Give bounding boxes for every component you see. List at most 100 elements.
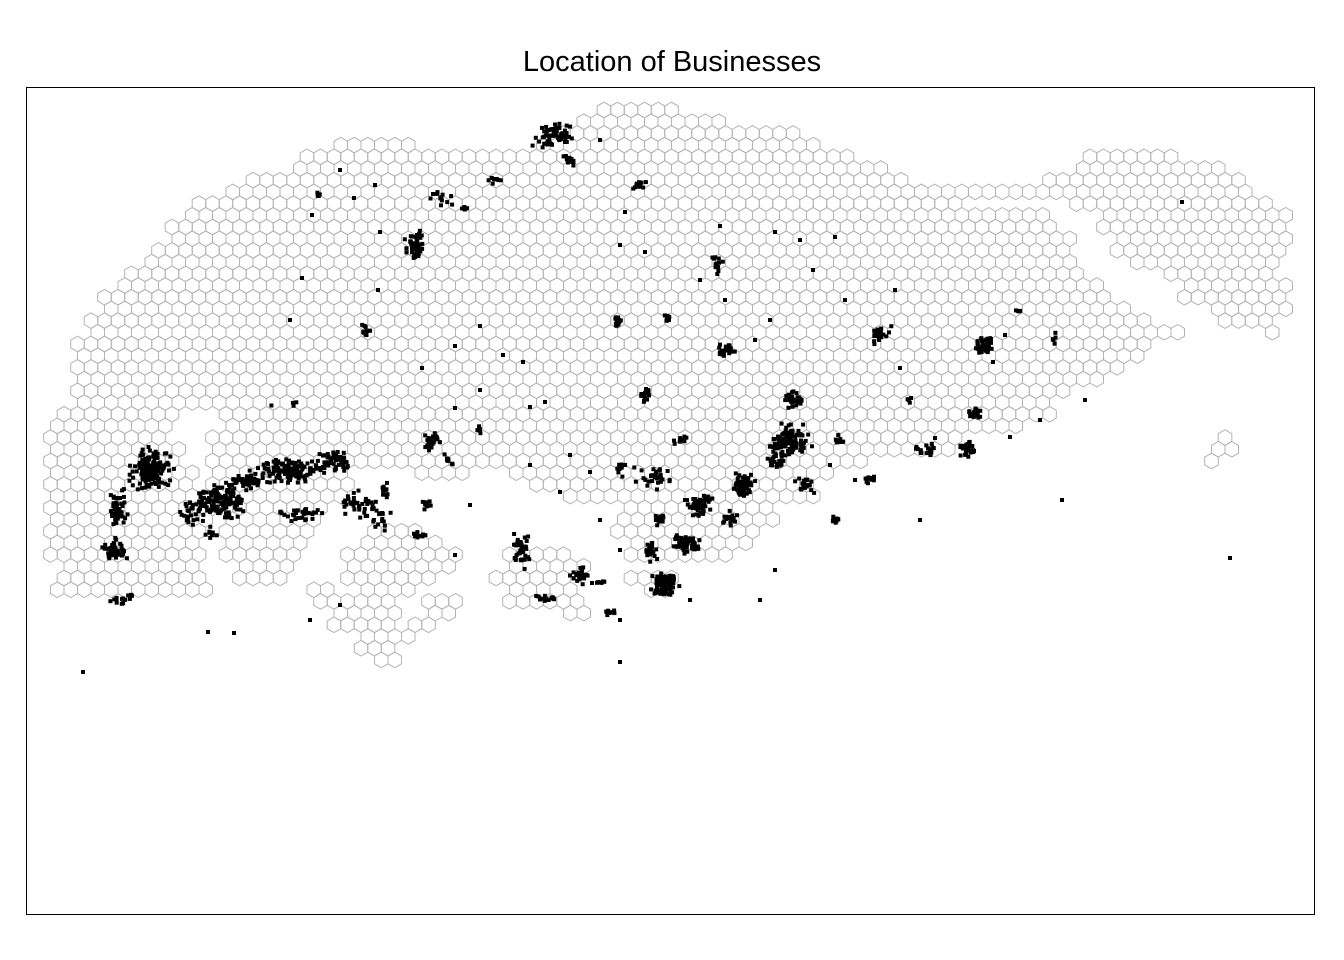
business-point [112,597,117,602]
business-point [117,507,122,512]
hexagon-cell [563,604,578,622]
business-point [668,573,673,578]
business-point [669,578,674,583]
business-point [358,515,363,520]
business-point [637,184,642,189]
business-point [650,540,655,545]
business-point [741,490,746,495]
business-point [198,495,203,499]
business-point [749,472,753,477]
business-point [118,510,123,515]
business-point [983,348,988,353]
business-point [563,136,568,141]
hexagon-cell [563,487,578,505]
business-point [426,503,431,508]
business-point [465,206,470,211]
business-point [768,444,773,449]
business-point [781,439,786,444]
business-point [828,463,832,467]
business-point [351,490,356,495]
business-point [833,235,837,239]
business-point [645,542,650,547]
business-point [286,480,290,485]
hexagon-cell [576,604,591,622]
business-point [656,475,661,480]
business-point [979,350,984,354]
business-point [143,479,148,484]
business-point [225,488,230,492]
hexagon-cell [542,476,558,493]
business-point [290,473,295,478]
business-point [658,472,663,477]
business-point [864,479,869,484]
business-point [838,437,843,442]
business-point [884,334,889,339]
business-point [716,256,721,261]
map-title: Location of Businesses [522,46,822,78]
business-point [462,207,467,212]
business-point [801,422,806,427]
business-point [294,511,298,515]
hexagon-cell [1089,370,1104,388]
business-point [643,180,648,185]
business-point [560,131,565,136]
business-point [296,516,301,520]
business-point [610,610,615,615]
business-point [710,496,715,501]
business-point [732,349,737,354]
business-point [551,129,556,134]
business-point [496,178,501,182]
business-point [351,496,356,500]
business-point [961,443,966,448]
business-point [298,462,303,467]
business-point [222,506,227,511]
business-point [672,441,677,446]
business-point [147,448,152,453]
business-point [748,482,753,486]
business-point [238,507,243,512]
hexagon-cell [1076,370,1091,388]
business-point [543,400,547,404]
hexagon-cell [1190,288,1206,306]
business-point [800,449,805,454]
hexagon-cell [995,417,1010,435]
business-point [108,599,113,604]
business-point [554,125,559,130]
business-point [557,121,562,126]
business-point [434,435,439,440]
business-point [659,571,664,576]
business-point [100,545,105,550]
hexagon-cell [664,546,679,563]
business-point [266,466,271,471]
business-point [553,122,557,127]
business-point [281,461,285,466]
hexagon-cell [1130,347,1145,365]
hexagon-cell [1224,440,1239,458]
business-point [111,540,116,545]
business-point [103,542,108,547]
business-point [646,389,651,393]
hexagon-cell [1163,265,1179,283]
business-point [222,500,227,505]
business-point [806,432,811,437]
business-point [567,159,572,164]
business-point [793,438,798,443]
business-point [128,463,133,468]
business-point [139,463,144,468]
business-point [735,476,740,481]
business-point [380,519,385,523]
business-point [334,452,339,457]
business-point [703,504,708,509]
business-point [590,581,594,585]
business-point [339,460,344,465]
hexagon-cell [428,464,443,482]
business-point [658,587,663,592]
business-point [728,520,733,525]
business-point [489,175,494,180]
business-point [111,504,116,509]
business-point [727,351,732,356]
business-point [120,504,125,508]
business-point [737,473,742,478]
hexagon-cell [50,581,65,599]
business-point [288,472,293,477]
